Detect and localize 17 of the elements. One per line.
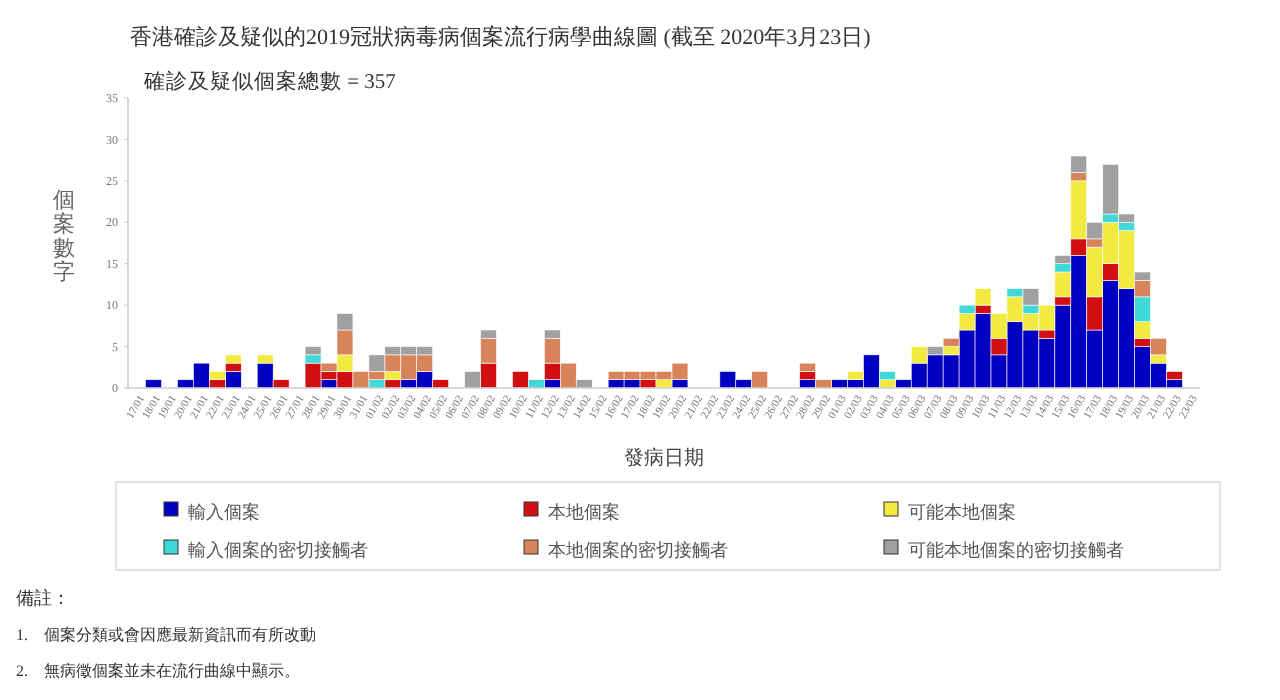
chart-subtitle: 確診及疑似個案總數 = 357 — [142, 68, 396, 94]
legend-label: 可能本地個案的密切接觸者 — [908, 539, 1124, 560]
bar — [304, 346, 322, 356]
legend-label: 本地個案的密切接觸者 — [548, 539, 728, 560]
y-axis-title: 個案數字 — [53, 189, 75, 285]
legend-label: 可能本地個案 — [908, 501, 1016, 522]
legend-label: 輸入個案的密切接觸者 — [188, 539, 368, 560]
bar — [145, 379, 162, 389]
legend-label: 輸入個案 — [188, 501, 260, 522]
legend-label: 本地個案 — [548, 501, 620, 522]
bar — [799, 362, 816, 372]
text: 備註： — [16, 588, 70, 608]
chart-title: 香港確診及疑似的2019冠狀病毒病個案流行病學曲線圖 (截至 2020年3月23日) — [130, 24, 872, 50]
x-axis-title: 發病日期 — [624, 446, 704, 470]
bar — [225, 354, 242, 364]
text: 2. 無病徵個案並未在流行曲線中顯示。 — [16, 662, 300, 680]
text: 1. 個案分類或會因應最新資訊而有所改動 — [16, 626, 316, 644]
